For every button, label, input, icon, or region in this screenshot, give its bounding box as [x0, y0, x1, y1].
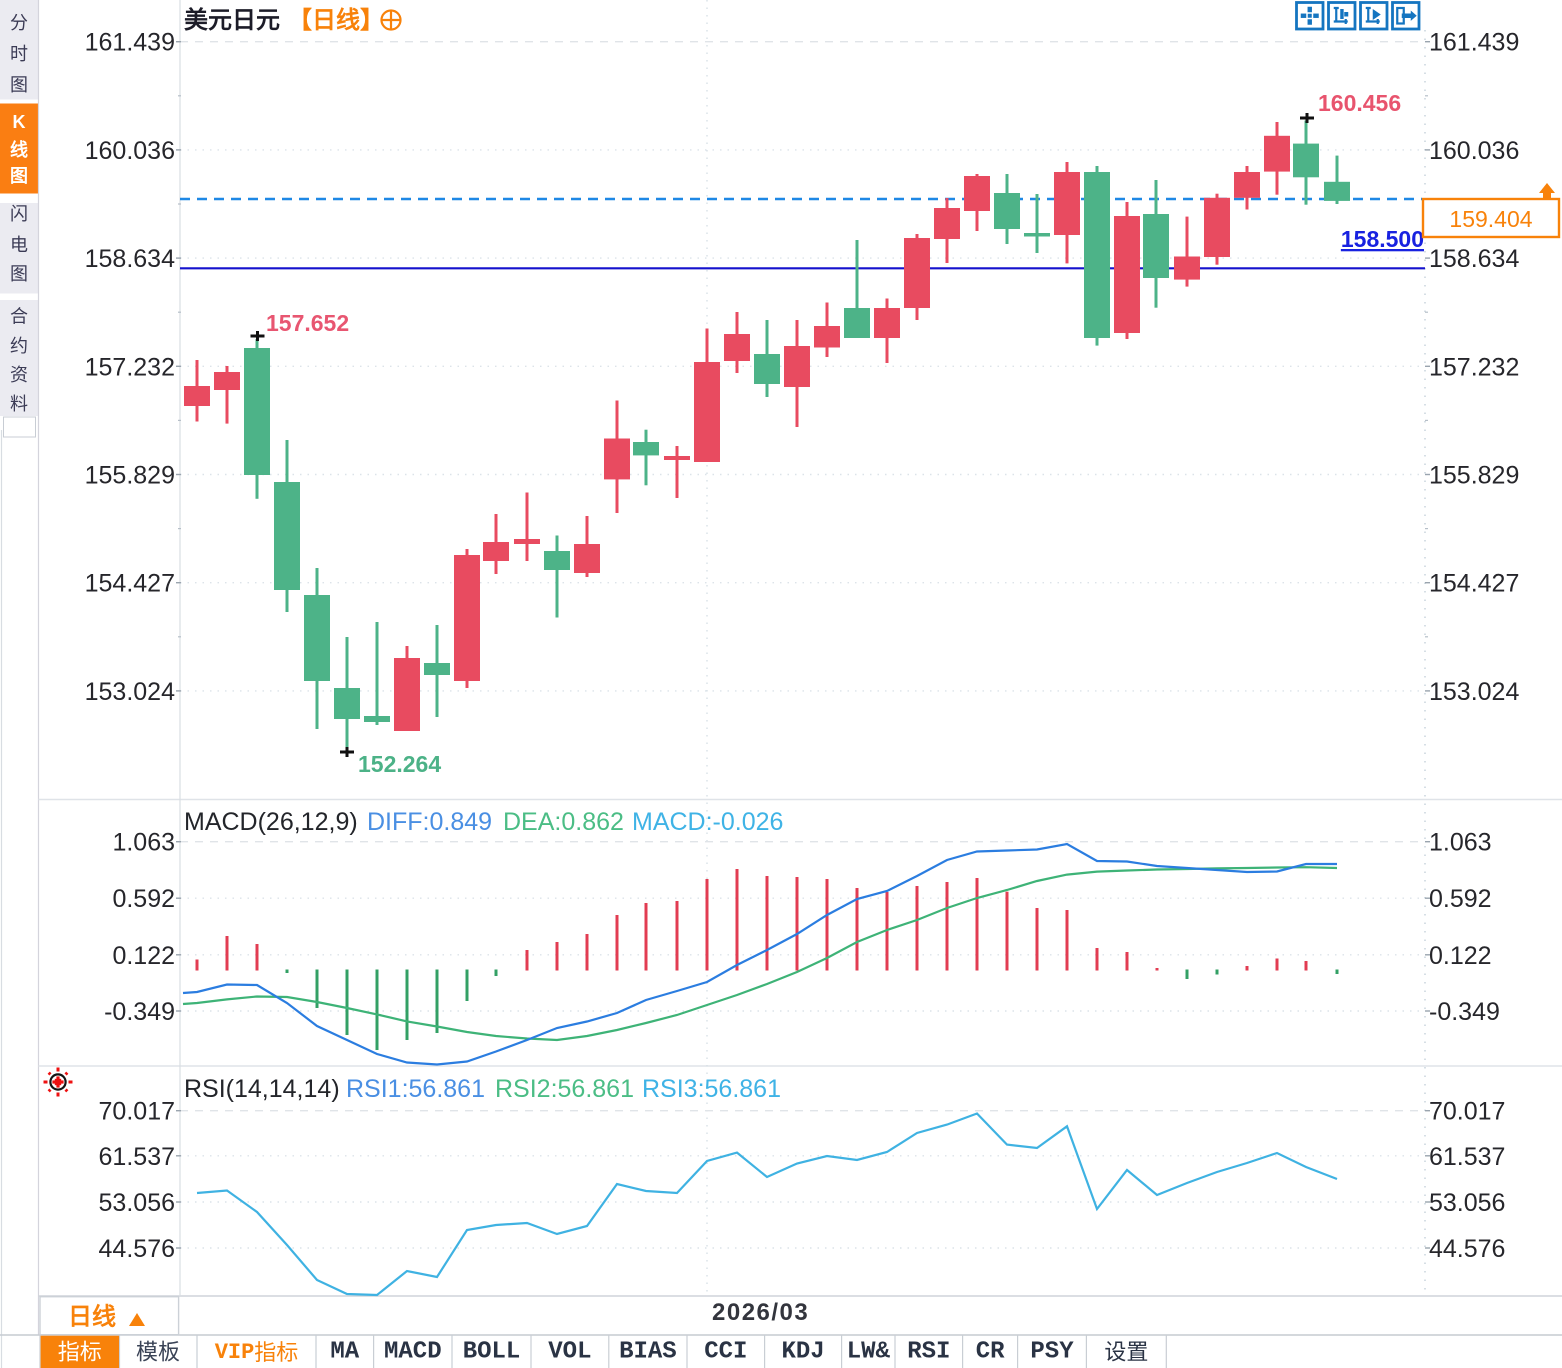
svg-text:电: 电 — [10, 235, 28, 255]
svg-text:资: 资 — [10, 365, 28, 385]
svg-text:157.652: 157.652 — [266, 310, 349, 336]
svg-text:155.829: 155.829 — [1429, 462, 1519, 490]
svg-text:160.456: 160.456 — [1318, 90, 1401, 116]
svg-text:VIP指标: VIP指标 — [215, 1340, 299, 1365]
svg-text:BOLL: BOLL — [463, 1339, 521, 1366]
svg-text:RSI2:56.861: RSI2:56.861 — [495, 1075, 634, 1103]
svg-text:【日线】: 【日线】 — [288, 7, 384, 34]
svg-text:图: 图 — [10, 166, 28, 186]
svg-text:DEA:0.862: DEA:0.862 — [503, 808, 624, 836]
svg-text:VOL: VOL — [548, 1339, 591, 1366]
svg-text:0.122: 0.122 — [1429, 942, 1492, 970]
svg-text:1.063: 1.063 — [112, 829, 175, 857]
svg-text:MACD:-0.026: MACD:-0.026 — [632, 808, 783, 836]
svg-text:CCI: CCI — [704, 1339, 747, 1366]
svg-text:157.232: 157.232 — [85, 353, 175, 381]
svg-text:61.537: 61.537 — [1429, 1143, 1505, 1171]
svg-text:BIAS: BIAS — [619, 1339, 677, 1366]
svg-text:70.017: 70.017 — [1429, 1098, 1505, 1126]
svg-text:DIFF:0.849: DIFF:0.849 — [367, 808, 492, 836]
svg-text:RSI(14,14,14): RSI(14,14,14) — [184, 1075, 340, 1103]
svg-text:-0.349: -0.349 — [1429, 998, 1500, 1026]
svg-text:闪: 闪 — [10, 204, 28, 224]
svg-text:MACD(26,12,9): MACD(26,12,9) — [184, 808, 358, 836]
svg-text:K: K — [13, 112, 26, 132]
svg-text:线: 线 — [10, 139, 28, 160]
svg-text:PSY: PSY — [1030, 1339, 1074, 1366]
svg-text:0.122: 0.122 — [112, 942, 175, 970]
svg-text:159.404: 159.404 — [1449, 206, 1532, 232]
svg-text:53.056: 53.056 — [1429, 1189, 1505, 1217]
svg-text:CR: CR — [976, 1339, 1005, 1366]
svg-text:图: 图 — [10, 264, 28, 284]
svg-text:161.439: 161.439 — [1429, 29, 1519, 57]
svg-text:时: 时 — [10, 44, 28, 64]
svg-text:44.576: 44.576 — [1429, 1235, 1505, 1263]
svg-text:152.264: 152.264 — [358, 751, 441, 777]
svg-text:153.024: 153.024 — [1429, 678, 1519, 706]
svg-text:44.576: 44.576 — [99, 1235, 175, 1263]
svg-text:70.017: 70.017 — [99, 1098, 175, 1126]
svg-text:158.634: 158.634 — [1429, 245, 1519, 273]
svg-text:MACD: MACD — [384, 1339, 442, 1366]
svg-text:157.232: 157.232 — [1429, 353, 1519, 381]
svg-text:日线: 日线 — [68, 1304, 116, 1331]
svg-text:161.439: 161.439 — [85, 29, 175, 57]
svg-text:分: 分 — [10, 13, 28, 33]
svg-text:设置: 设置 — [1104, 1340, 1148, 1365]
svg-text:合: 合 — [10, 307, 28, 327]
svg-text:模板: 模板 — [136, 1340, 180, 1365]
svg-text:指标: 指标 — [58, 1340, 102, 1365]
svg-text:153.024: 153.024 — [85, 678, 175, 706]
svg-text:约: 约 — [10, 336, 28, 356]
svg-text:155.829: 155.829 — [85, 462, 175, 490]
svg-text:0.592: 0.592 — [1429, 885, 1492, 913]
svg-text:料: 料 — [10, 394, 28, 414]
svg-text:158.634: 158.634 — [85, 245, 175, 273]
svg-text:KDJ: KDJ — [781, 1339, 824, 1366]
svg-text:LW&: LW& — [847, 1339, 891, 1366]
svg-text:1.063: 1.063 — [1429, 829, 1492, 857]
svg-text:160.036: 160.036 — [85, 137, 175, 165]
svg-text:2026/03: 2026/03 — [712, 1299, 809, 1326]
svg-text:53.056: 53.056 — [99, 1189, 175, 1217]
svg-text:158.500: 158.500 — [1341, 226, 1424, 252]
svg-text:61.537: 61.537 — [99, 1143, 175, 1171]
svg-text:美元日元: 美元日元 — [184, 6, 280, 34]
svg-text:RSI3:56.861: RSI3:56.861 — [642, 1075, 781, 1103]
svg-text:RSI1:56.861: RSI1:56.861 — [346, 1075, 485, 1103]
svg-text:0.592: 0.592 — [112, 885, 175, 913]
svg-text:160.036: 160.036 — [1429, 137, 1519, 165]
svg-text:RSI: RSI — [907, 1339, 950, 1366]
svg-text:MA: MA — [330, 1339, 359, 1366]
svg-text:154.427: 154.427 — [1429, 570, 1519, 598]
svg-text:图: 图 — [10, 75, 28, 95]
svg-text:154.427: 154.427 — [85, 570, 175, 598]
svg-text:-0.349: -0.349 — [104, 998, 175, 1026]
